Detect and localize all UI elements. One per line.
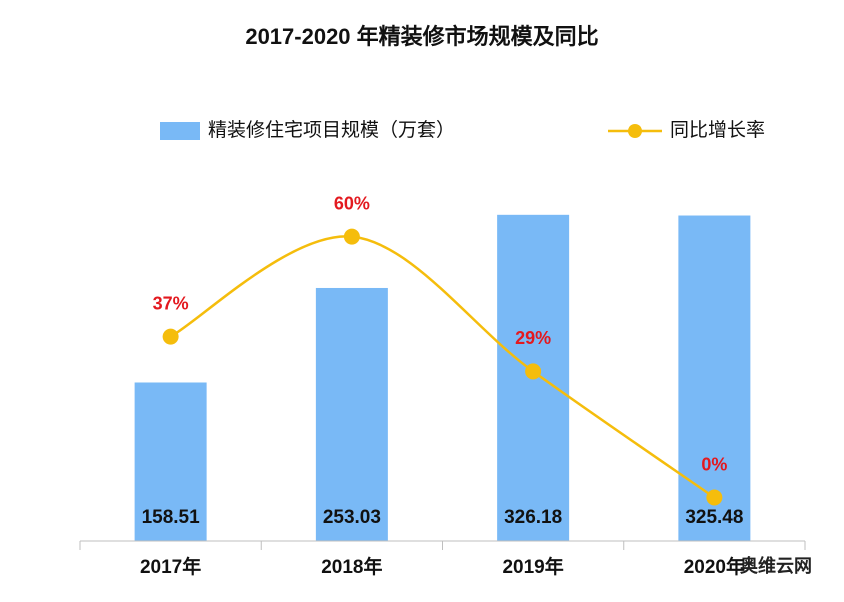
bar-value-label: 325.48: [685, 507, 743, 528]
legend-swatch: [160, 122, 200, 140]
legend-label: 精装修住宅项目规模（万套）: [208, 119, 455, 141]
legend-marker: [628, 124, 642, 138]
line: [170, 235, 716, 499]
bar: [315, 287, 388, 541]
x-tick-label: 2020年: [684, 555, 745, 578]
bar: [678, 215, 751, 541]
bar-value-label: 253.03: [323, 507, 381, 528]
bar: [134, 382, 207, 541]
x-tick-label: 2017年: [140, 555, 201, 578]
bar-value-label: 158.51: [142, 507, 201, 528]
legend-label: 同比增长率: [670, 119, 765, 141]
line-value-label: 60%: [334, 193, 370, 213]
line-marker: [343, 228, 360, 245]
chart-title: 2017-2020 年精装修市场规模及同比: [245, 24, 598, 49]
line-value-label: 37%: [153, 293, 189, 313]
line-marker: [706, 489, 723, 506]
x-tick-label: 2018年: [321, 555, 382, 578]
source-mark: 奥维云网: [740, 555, 812, 576]
line-value-label: 0%: [701, 454, 727, 474]
line-marker: [525, 363, 542, 380]
line-value-label: 29%: [515, 328, 551, 348]
line-marker: [162, 328, 179, 345]
x-tick-label: 2019年: [502, 555, 563, 578]
bar-value-label: 326.18: [504, 507, 562, 528]
